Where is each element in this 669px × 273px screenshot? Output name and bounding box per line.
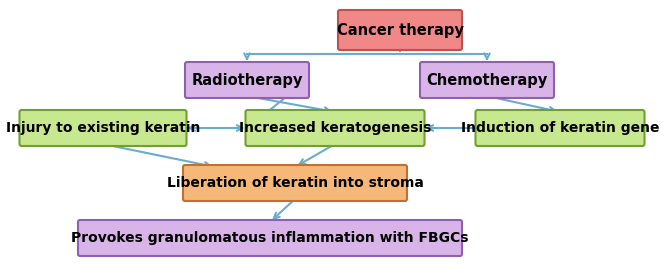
Text: Injury to existing keratin: Injury to existing keratin [6,121,200,135]
FancyBboxPatch shape [246,110,425,146]
Text: Provokes granulomatous inflammation with FBGCs: Provokes granulomatous inflammation with… [72,231,469,245]
Text: Cancer therapy: Cancer therapy [337,22,464,37]
Text: Liberation of keratin into stroma: Liberation of keratin into stroma [167,176,423,190]
FancyBboxPatch shape [420,62,554,98]
FancyBboxPatch shape [476,110,644,146]
FancyBboxPatch shape [78,220,462,256]
FancyBboxPatch shape [183,165,407,201]
Text: Chemotherapy: Chemotherapy [426,73,548,88]
Text: Radiotherapy: Radiotherapy [191,73,302,88]
FancyBboxPatch shape [185,62,309,98]
Text: Induction of keratin gene: Induction of keratin gene [461,121,659,135]
FancyBboxPatch shape [338,10,462,50]
FancyBboxPatch shape [19,110,187,146]
Text: Increased keratogenesis: Increased keratogenesis [239,121,432,135]
